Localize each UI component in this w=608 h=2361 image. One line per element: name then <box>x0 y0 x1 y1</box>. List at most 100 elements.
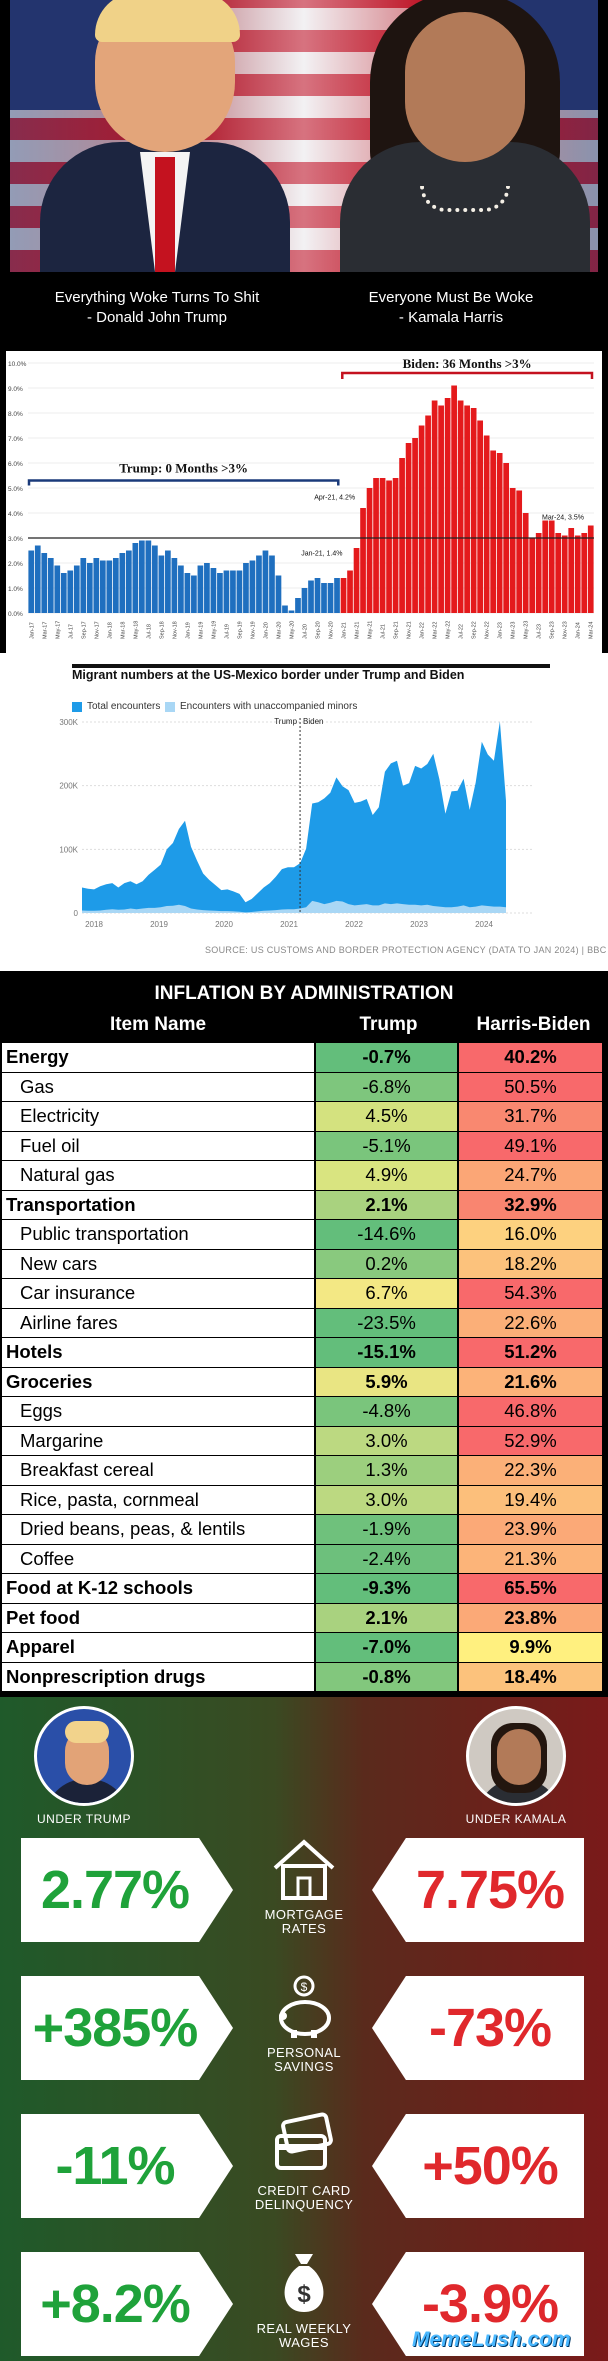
trump-bar <box>327 583 334 613</box>
table-row: Margarine 3.0% 52.9% <box>2 1426 604 1456</box>
svg-text:$: $ <box>297 2281 311 2308</box>
divider-label-trump: Trump <box>274 717 297 726</box>
y-tick-label: 1.0% <box>8 586 23 593</box>
item-name-cell: New cars <box>2 1249 316 1278</box>
biden-value-cell: 51.2% <box>459 1338 602 1367</box>
y-tick-label: 0.0% <box>8 611 23 618</box>
total-encounters-area <box>82 721 506 913</box>
x-tick-label: Sep-18 <box>159 621 165 639</box>
chart-rule <box>72 664 550 668</box>
x-tick-label: Sep-19 <box>237 621 243 639</box>
y-tick-label: 2.0% <box>8 561 23 568</box>
svg-text:$: $ <box>301 1980 308 1994</box>
item-name-cell: Public transportation <box>2 1220 316 1249</box>
y-tick-label: 5.0% <box>8 486 23 493</box>
biden-value-cell: 31.7% <box>459 1102 602 1131</box>
x-tick-label: Mar-20 <box>276 622 282 639</box>
biden-bar <box>451 385 457 613</box>
trump-bar <box>184 573 191 613</box>
x-tick-label: 2022 <box>345 920 363 929</box>
under-kamala-label: UNDER KAMALA <box>465 1812 567 1826</box>
biden-bar <box>496 453 503 613</box>
x-tick-label: Mar-23 <box>511 622 517 639</box>
biden-bar <box>386 480 392 613</box>
label-mar24: Mar-24, 3.5% <box>542 514 584 521</box>
biden-bar <box>457 400 464 613</box>
biden-value-cell: 54.3% <box>459 1279 602 1308</box>
x-tick-label: Nov-22 <box>485 621 491 639</box>
x-tick-label: Nov-23 <box>563 621 569 639</box>
biden-bar <box>587 525 594 613</box>
biden-bar <box>522 513 529 613</box>
trump-bar <box>256 555 262 613</box>
legend-minors: Encounters with unaccompanied minors <box>165 701 357 712</box>
biden-bar <box>418 425 425 613</box>
header-item-name: Item Name <box>109 1014 207 1035</box>
trump-bar <box>125 550 132 613</box>
header-harris-biden: Harris-Biden <box>476 1014 591 1035</box>
trump-bar <box>288 610 295 613</box>
trump-value-cell: -15.1% <box>316 1338 459 1367</box>
table-row: Food at K-12 schools -9.3% 65.5% <box>2 1574 604 1604</box>
biden-bar <box>438 405 444 613</box>
x-tick-label: Jul-17 <box>68 624 74 639</box>
trump-bar <box>47 558 54 613</box>
y-tick-label: 6.0% <box>8 461 23 468</box>
x-tick-label: Jan-19 <box>185 622 191 639</box>
biden-bar <box>535 533 542 613</box>
table-body: Energy -0.7% 40.2% Gas -6.8% 50.5% Electricity… <box>2 1043 604 1692</box>
trump-bar <box>178 565 184 613</box>
biden-value-cell: 23.9% <box>459 1515 602 1544</box>
table-row: Energy -0.7% 40.2% <box>2 1043 604 1073</box>
biden-value-cell: 50.5% <box>459 1072 602 1101</box>
x-tick-label: May-19 <box>211 621 217 639</box>
biden-bar <box>353 548 360 613</box>
biden-bar <box>581 533 588 613</box>
trump-bar <box>210 568 217 613</box>
trump-bar <box>269 555 275 613</box>
x-tick-label: May-23 <box>524 621 530 639</box>
x-tick-label: Jul-20 <box>302 624 308 639</box>
x-tick-label: Jan-21 <box>342 622 348 639</box>
biden-bar <box>347 570 353 613</box>
trump-value-cell: -7.0% <box>316 1633 459 1662</box>
trump-bar <box>152 545 158 613</box>
table-row: Public transportation -14.6% 16.0% <box>2 1220 604 1250</box>
y-tick-label: 300K <box>59 718 78 727</box>
biden-bar <box>516 490 523 613</box>
trump-value-cell: -1.9% <box>316 1515 459 1544</box>
table-row: Apparel -7.0% 9.9% <box>2 1633 604 1663</box>
y-tick-label: 7.0% <box>8 436 23 443</box>
x-tick-label: Sep-20 <box>316 621 322 639</box>
biden-bar <box>412 438 418 613</box>
item-name-cell: Margarine <box>2 1426 316 1455</box>
harris-quote: Everyone Must Be Woke - Kamala Harris <box>368 289 534 326</box>
trump-bar <box>99 560 106 613</box>
biden-bracket <box>341 371 594 379</box>
trump-value-cell: -23.5% <box>316 1308 459 1337</box>
kamala-metric-value: +50% <box>372 2114 584 2218</box>
x-tick-label: Jul-23 <box>537 624 543 639</box>
x-tick-label: Jul-22 <box>459 624 465 639</box>
item-name-cell: Coffee <box>2 1544 316 1573</box>
x-tick-label: 2021 <box>280 920 298 929</box>
trump-value-cell: 5.9% <box>316 1367 459 1396</box>
item-name-cell: Airline fares <box>2 1308 316 1337</box>
trump-bar <box>243 563 249 613</box>
biden-bar <box>444 398 451 613</box>
table-row: New cars 0.2% 18.2% <box>2 1249 604 1279</box>
biden-bar <box>373 478 379 613</box>
biden-bar <box>548 520 555 613</box>
x-tick-label: Mar-18 <box>120 622 126 639</box>
trump-bar <box>223 570 230 613</box>
trump-bar <box>165 550 171 613</box>
trump-avatar <box>34 1706 134 1806</box>
label-jan21: Jan-21, 1.4% <box>301 551 342 558</box>
y-tick-label: 10.0% <box>8 361 27 368</box>
item-name-cell: Food at K-12 schools <box>2 1574 316 1603</box>
candidates-photo <box>10 0 598 272</box>
kamala-metric-value: -73% <box>372 1976 584 2080</box>
table-row: Pet food 2.1% 23.8% <box>2 1603 604 1633</box>
biden-bar <box>431 400 438 613</box>
label-apr21: Apr-21, 4.2% <box>314 494 355 501</box>
